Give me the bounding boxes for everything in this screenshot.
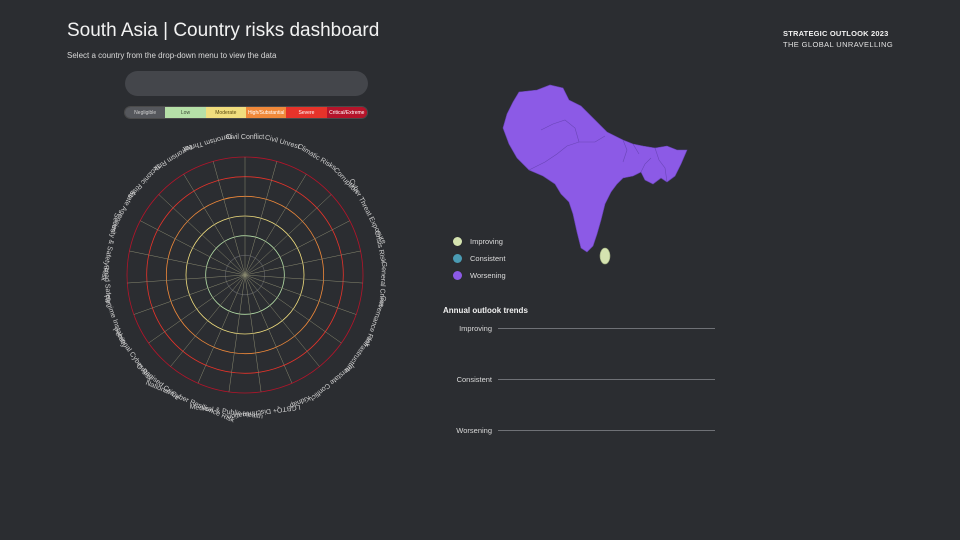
country-dropdown[interactable]	[125, 71, 368, 96]
risk-level-1: Negligible	[125, 107, 166, 118]
radar-spoke	[158, 194, 246, 276]
trend-legend: Improving Consistent Worsening	[453, 233, 506, 284]
brand-tagline: THE GLOBAL UNRAVELLING	[783, 40, 894, 49]
risk-scale-legend: Negligible Low Moderate High/Substantial Sev…	[124, 106, 368, 119]
trend-label: Improving	[459, 323, 492, 333]
trend-row-improving: Improving	[440, 323, 715, 333]
radar-axis-label: Interstate Conflict	[308, 362, 355, 402]
radar-spoke	[244, 174, 307, 276]
radar-spoke	[244, 274, 357, 315]
risk-level-2: Low	[165, 107, 206, 118]
brand-title: STRATEGIC OUTLOOK 2023	[783, 29, 889, 38]
trend-row-worsening: Worsening	[440, 425, 715, 435]
radar-spoke	[212, 161, 246, 276]
legend-dot	[453, 271, 462, 280]
page-subtitle: Select a country from the drop-down menu…	[67, 51, 277, 60]
legend-dot	[453, 254, 462, 263]
trend-line	[498, 378, 715, 380]
radar-spoke	[197, 274, 246, 384]
radar-spoke	[244, 250, 361, 276]
trend-line	[498, 327, 715, 329]
radar-axis-label: Crisis Risk	[373, 230, 387, 264]
legend-item-consistent: Consistent	[453, 250, 506, 267]
radar-spoke	[170, 274, 246, 367]
legend-item-worsening: Worsening	[453, 267, 506, 284]
radar-spoke	[133, 274, 246, 315]
radar-spoke	[244, 274, 363, 284]
radar-spoke	[127, 274, 246, 284]
risk-level-6: Critical/Extreme	[326, 107, 367, 118]
page-title: South Asia | Country risks dashboard	[67, 20, 380, 41]
radar-axis-label: Terrorism Threat	[182, 131, 233, 152]
risk-level-4: High/Substantial	[245, 107, 287, 118]
radar-axis-label: Civil Conflict	[226, 134, 265, 141]
radar-spoke	[244, 220, 350, 276]
risk-level-3: Moderate	[205, 107, 246, 118]
trend-row-consistent: Consistent	[440, 374, 715, 384]
map-region-worsening[interactable]	[502, 84, 688, 253]
trends-title: Annual outlook trends	[443, 306, 528, 315]
radar-axis-label: Climatic Risks	[296, 143, 338, 172]
radar-spoke	[244, 274, 262, 392]
legend-label: Worsening	[470, 271, 506, 280]
radar-spoke	[244, 194, 332, 276]
map-region-improving[interactable]	[599, 247, 611, 265]
radar-axis-label: General Crime	[377, 261, 387, 307]
trend-line	[498, 429, 715, 431]
risk-level-5: Severe	[286, 107, 327, 118]
trend-label: Consistent	[456, 374, 492, 384]
radar-axis-label: Civil Unrest	[264, 134, 300, 150]
radar-spoke	[244, 161, 278, 276]
brand: STRATEGIC OUTLOOK 2023 THE GLOBAL UNRAVE…	[783, 28, 893, 50]
legend-item-improving: Improving	[453, 233, 506, 250]
trend-label: Worsening	[456, 425, 492, 435]
radar-spoke	[140, 220, 246, 276]
radar-axis-label: Road Safety	[102, 265, 112, 304]
legend-label: Improving	[470, 237, 503, 246]
radar-spoke	[244, 274, 320, 367]
radar-spoke	[244, 274, 293, 384]
radar-spoke	[129, 250, 246, 276]
south-asia-map	[502, 84, 688, 265]
legend-dot	[453, 237, 462, 246]
legend-label: Consistent	[470, 254, 506, 263]
radar-spoke	[148, 274, 246, 344]
map-borders	[528, 119, 668, 183]
radar-spoke	[244, 274, 342, 344]
radar-spoke	[183, 174, 246, 276]
radar-spoke	[228, 274, 246, 392]
